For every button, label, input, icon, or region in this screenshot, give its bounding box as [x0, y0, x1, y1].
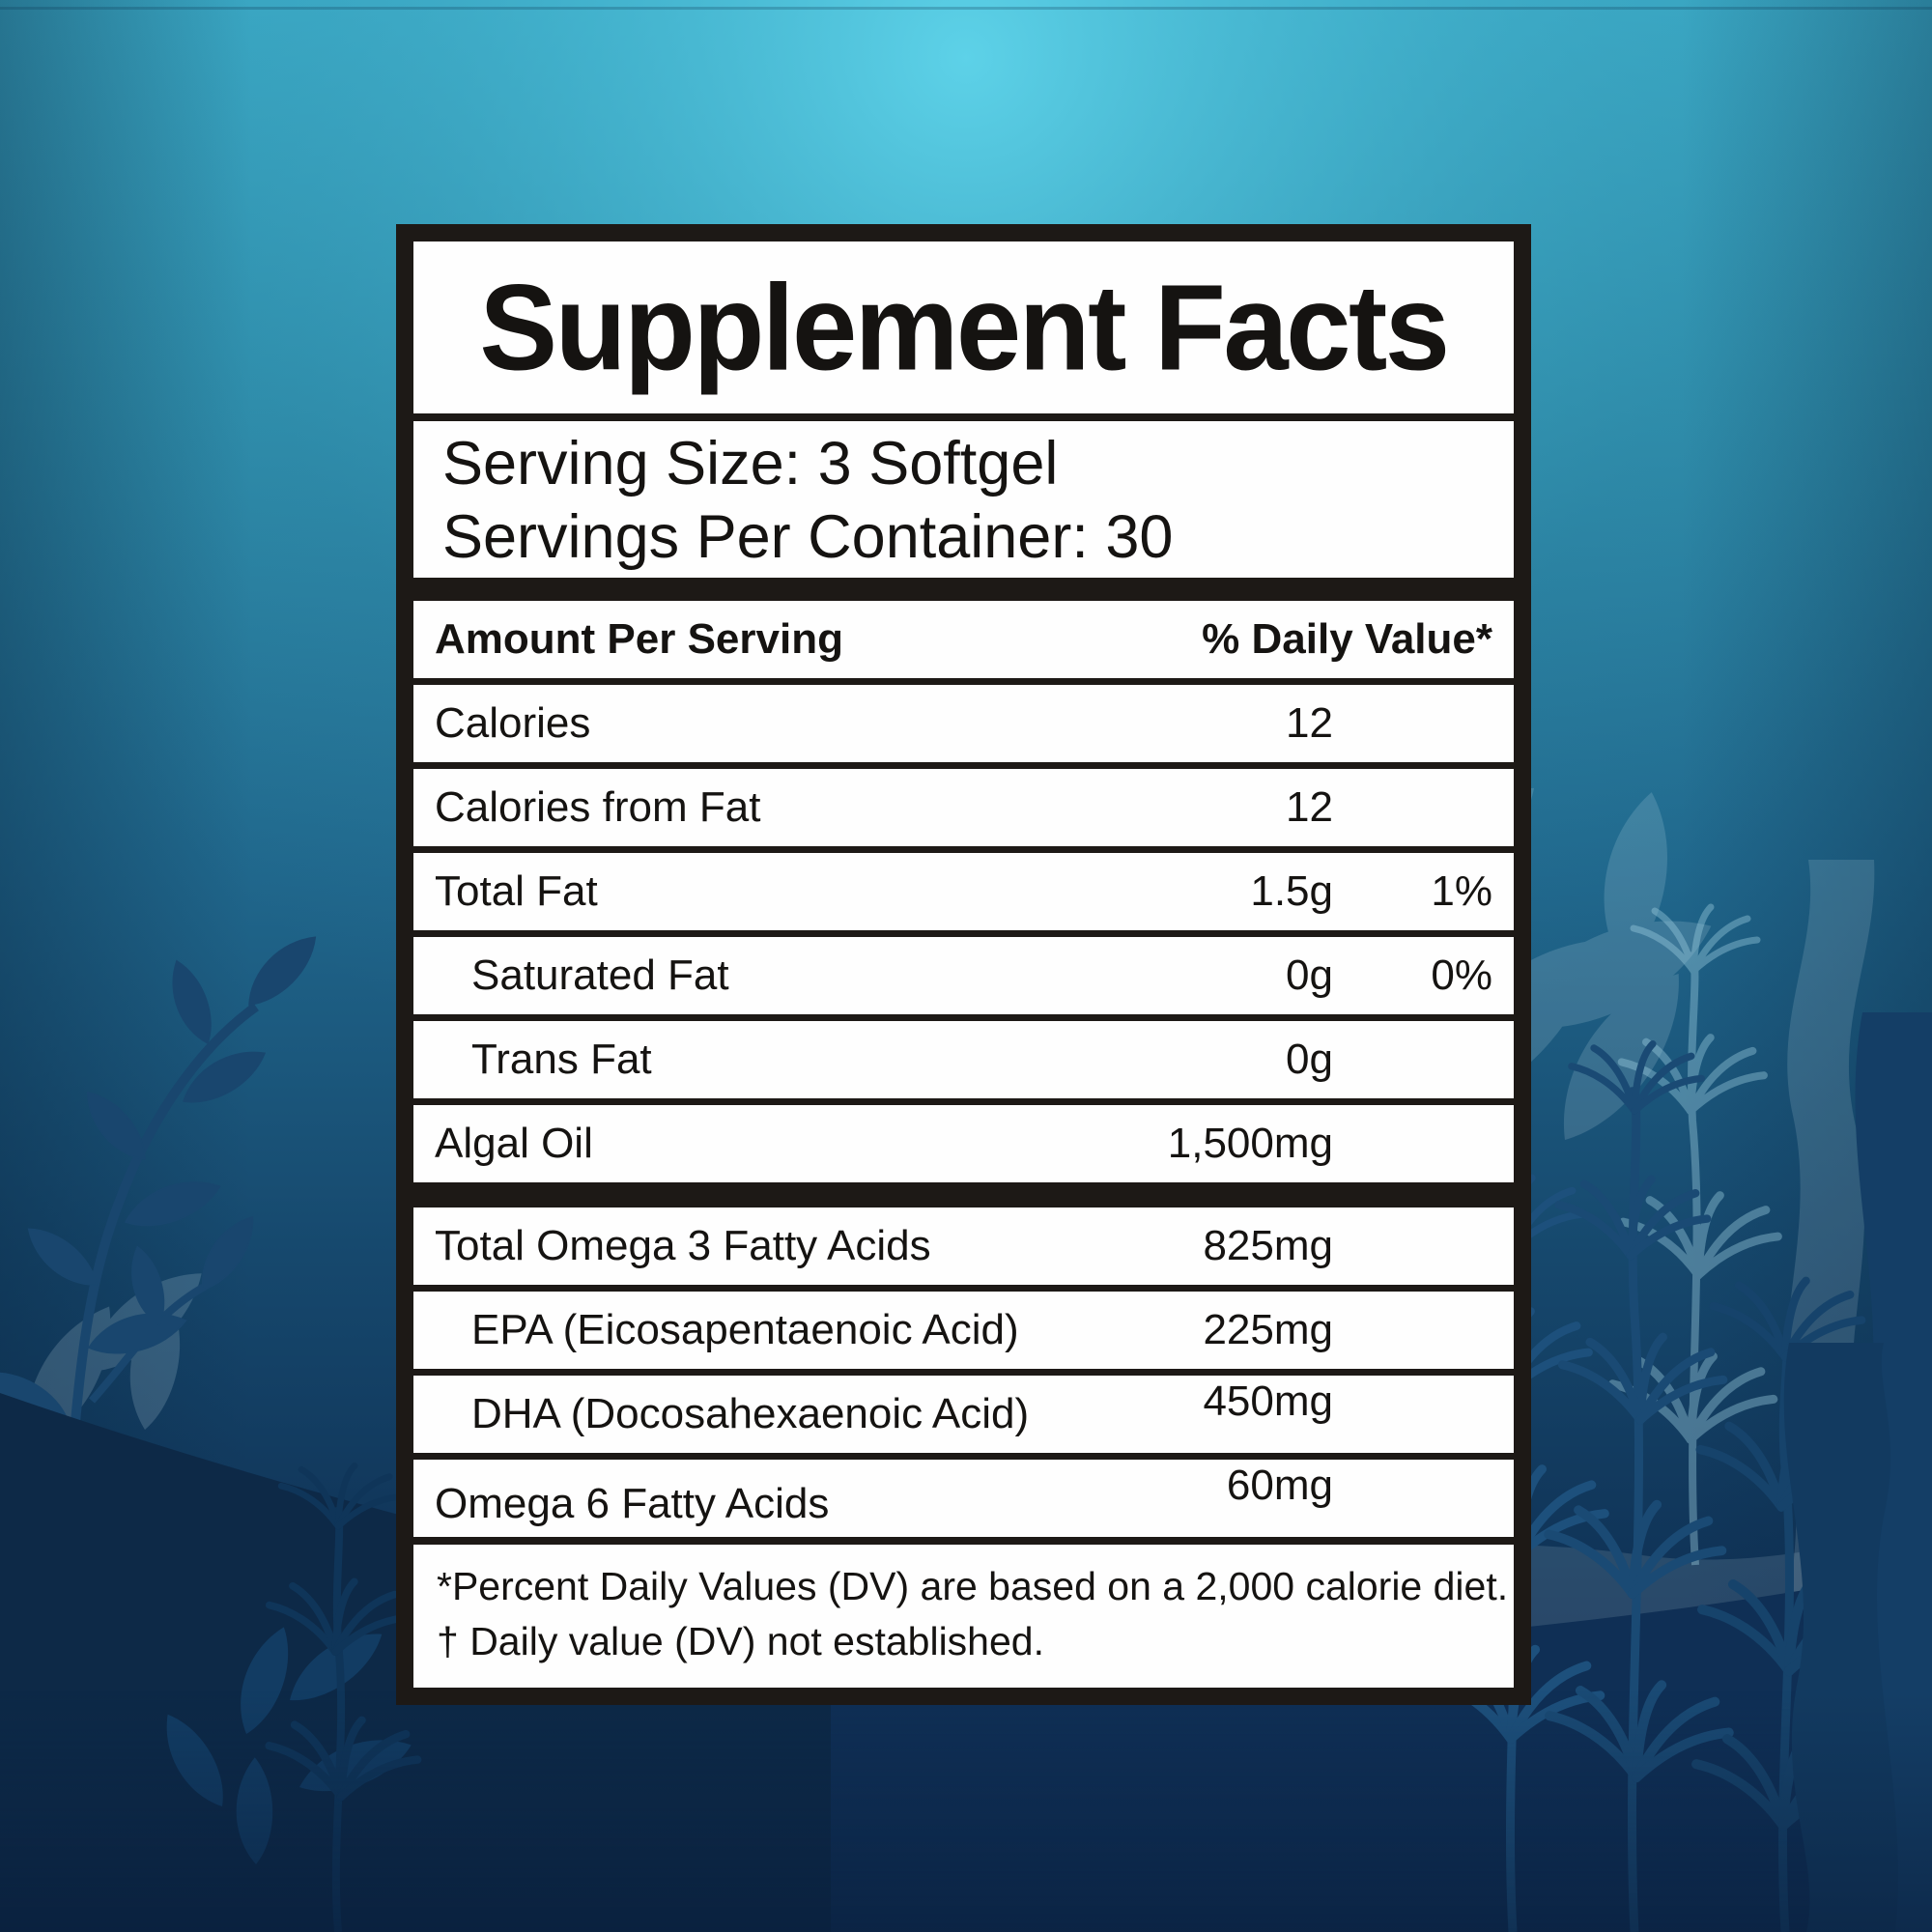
column-header-amount: Amount Per Serving: [435, 615, 843, 663]
nutrient-row-calories-from-fat: Calories from Fat 12: [413, 769, 1514, 846]
table-header-row: Amount Per Serving % Daily Value*: [413, 601, 1514, 678]
light-whorl-plant: [1612, 907, 1777, 1566]
nutrient-name: DHA (Docosahexaenoic Acid): [471, 1390, 1030, 1437]
nutrient-amount: 825mg: [1203, 1222, 1333, 1269]
nutrient-name: Trans Fat: [471, 1036, 652, 1083]
serving-info-box: Serving Size: 3 Softgel Servings Per Con…: [413, 421, 1514, 578]
nutrient-row-total-omega-3: Total Omega 3 Fatty Acids 825mg: [413, 1208, 1514, 1285]
nutrient-name: Saturated Fat: [471, 952, 729, 999]
nutrient-amount: 12: [1286, 699, 1333, 747]
nutrient-dv: 0%: [1431, 952, 1492, 999]
label-title-box: Supplement Facts: [413, 242, 1514, 413]
footnote-box: *Percent Daily Values (DV) are based on …: [413, 1545, 1514, 1688]
nutrient-amount: 60mg: [1226, 1462, 1333, 1509]
nutrient-name: EPA (Eicosapentaenoic Acid): [471, 1306, 1019, 1353]
nutrient-name: Calories from Fat: [435, 783, 761, 831]
nutrient-row-calories: Calories 12: [413, 685, 1514, 762]
nutrient-row-omega-6: Omega 6 Fatty Acids 60mg: [413, 1460, 1514, 1537]
nutrient-amount: 450mg: [1203, 1378, 1333, 1425]
serving-size-line: Serving Size: 3 Softgel: [442, 430, 1059, 497]
nutrient-amount: 1,500mg: [1167, 1120, 1333, 1167]
nutrient-amount: 0g: [1286, 952, 1333, 999]
nutrient-name: Omega 6 Fatty Acids: [435, 1480, 830, 1527]
nutrient-row-total-fat: Total Fat 1.5g 1%: [413, 853, 1514, 930]
label-title: Supplement Facts: [479, 259, 1450, 396]
supplement-facts-label: Supplement Facts Serving Size: 3 Softgel…: [396, 224, 1531, 1705]
nutrient-row-saturated-fat: Saturated Fat 0g 0%: [413, 937, 1514, 1014]
nutrient-name: Calories: [435, 699, 591, 747]
footnote-dv-not-established: † Daily value (DV) not established.: [437, 1619, 1044, 1663]
nutrient-amount: 225mg: [1203, 1306, 1333, 1353]
nutrient-row-algal-oil: Algal Oil 1,500mg: [413, 1105, 1514, 1182]
nutrient-row-trans-fat: Trans Fat 0g: [413, 1021, 1514, 1098]
column-header-daily-value: % Daily Value*: [1202, 615, 1492, 663]
nutrient-name: Total Omega 3 Fatty Acids: [435, 1222, 931, 1269]
nutrient-amount: 12: [1286, 783, 1333, 831]
nutrient-row-dha: DHA (Docosahexaenoic Acid) 450mg: [413, 1376, 1514, 1453]
deep-water-shading: [0, 1690, 1932, 1932]
footnote-daily-values: *Percent Daily Values (DV) are based on …: [437, 1564, 1509, 1608]
nutrient-dv: 1%: [1431, 867, 1492, 915]
nutrient-name: Algal Oil: [435, 1120, 593, 1167]
nutrient-amount: 1.5g: [1250, 867, 1333, 915]
nutrient-name: Total Fat: [435, 867, 598, 915]
nutrient-row-epa: EPA (Eicosapentaenoic Acid) 225mg: [413, 1292, 1514, 1369]
servings-per-container-line: Servings Per Container: 30: [442, 503, 1174, 571]
surface-line: [0, 7, 1932, 10]
nutrient-amount: 0g: [1286, 1036, 1333, 1083]
